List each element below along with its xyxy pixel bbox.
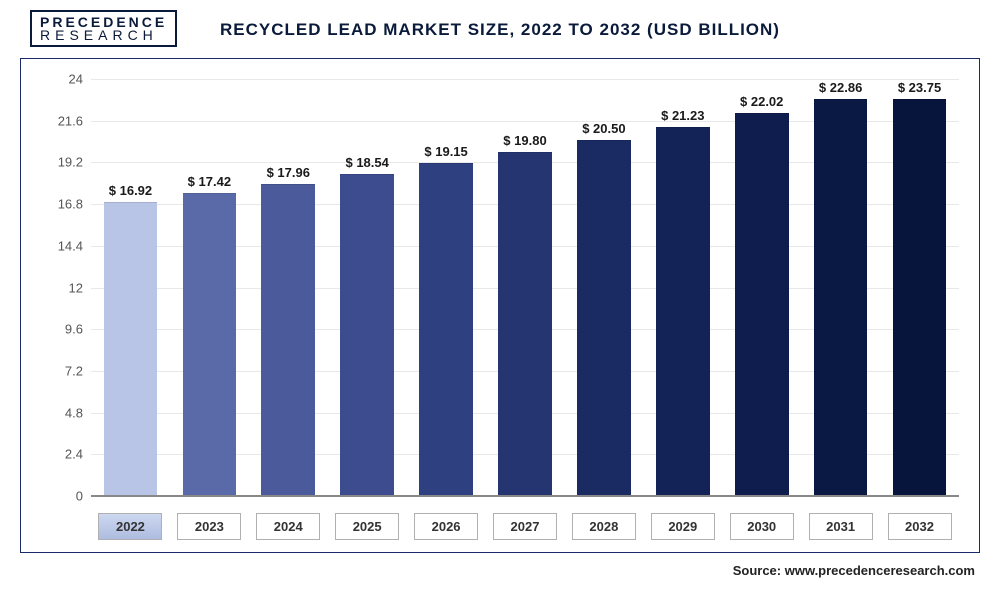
bar-rect: [419, 163, 473, 497]
x-label-box: 2024: [249, 513, 328, 540]
x-axis-year-label: 2024: [256, 513, 320, 540]
x-label-box: 2031: [801, 513, 880, 540]
y-tick-label: 24: [69, 72, 91, 87]
x-axis-year-label: 2023: [177, 513, 241, 540]
bar-value-label: $ 18.54: [345, 155, 388, 170]
bar-column: $ 19.15: [407, 80, 486, 497]
bar-rect: [498, 152, 552, 497]
x-label-box: 2026: [407, 513, 486, 540]
y-tick-label: 7.2: [65, 363, 91, 378]
bar-value-label: $ 22.02: [740, 94, 783, 109]
x-axis-year-label: 2027: [493, 513, 557, 540]
x-label-box: 2032: [880, 513, 959, 540]
y-tick-label: 2.4: [65, 447, 91, 462]
bar-rect: [104, 202, 158, 497]
x-label-box: 2028: [564, 513, 643, 540]
bar-value-label: $ 17.96: [267, 165, 310, 180]
x-axis-year-label: 2030: [730, 513, 794, 540]
source-attribution: Source: www.precedenceresearch.com: [733, 563, 975, 578]
x-axis-year-label: 2025: [335, 513, 399, 540]
y-tick-label: 16.8: [58, 197, 91, 212]
bar-series: $ 16.92 $ 17.42 $ 17.96 $ 18.54 $ 19.15 $ 19.…: [91, 80, 959, 497]
bar-column: $ 21.23: [643, 80, 722, 497]
x-label-box: 2022: [91, 513, 170, 540]
bar-rect: [893, 99, 947, 497]
bar-rect: [735, 113, 789, 497]
bar-value-label: $ 16.92: [109, 183, 152, 198]
x-axis-year-label: 2028: [572, 513, 636, 540]
bar-column: $ 19.80: [486, 80, 565, 497]
bar-value-label: $ 17.42: [188, 174, 231, 189]
chart-frame: 0 2.4 4.8 7.2 9.6 12 14.4 16.8 19.2 21.6 24 $ 16.9…: [20, 58, 980, 553]
x-axis-year-label: 2031: [809, 513, 873, 540]
x-label-box: 2027: [486, 513, 565, 540]
bar-value-label: $ 21.23: [661, 108, 704, 123]
bar-column: $ 17.96: [249, 80, 328, 497]
bar-value-label: $ 22.86: [819, 80, 862, 95]
bar-rect: [577, 140, 631, 497]
chart-container: PRECEDENCE RESEARCH RECYCLED LEAD MARKET…: [0, 0, 1000, 592]
bar-column: $ 17.42: [170, 80, 249, 497]
x-label-box: 2023: [170, 513, 249, 540]
bar-column: $ 23.75: [880, 80, 959, 497]
y-tick-label: 19.2: [58, 155, 91, 170]
y-tick-label: 0: [76, 489, 91, 504]
x-axis-labels: 2022 2023 2024 2025 2026 2027 2028 2029 2030 2031…: [91, 513, 959, 540]
x-axis-year-label: 2032: [888, 513, 952, 540]
bar-value-label: $ 20.50: [582, 121, 625, 136]
bar-rect: [183, 193, 237, 497]
y-tick-label: 12: [69, 280, 91, 295]
bar-column: $ 20.50: [564, 80, 643, 497]
bar-rect: [340, 174, 394, 497]
y-tick-label: 4.8: [65, 405, 91, 420]
y-tick-label: 21.6: [58, 113, 91, 128]
bar-column: $ 18.54: [328, 80, 407, 497]
bar-value-label: $ 19.80: [503, 133, 546, 148]
bar-column: $ 22.86: [801, 80, 880, 497]
bar-column: $ 22.02: [722, 80, 801, 497]
bar-rect: [656, 127, 710, 497]
bar-column: $ 16.92: [91, 80, 170, 497]
y-tick-label: 14.4: [58, 238, 91, 253]
bar-rect: [261, 184, 315, 497]
plot-area: 02.44.87.29.61214.416.819.221.624 $ 16.9…: [91, 79, 959, 497]
x-axis-baseline: [91, 495, 959, 497]
x-label-box: 2030: [722, 513, 801, 540]
chart-title: RECYCLED LEAD MARKET SIZE, 2022 TO 2032 …: [0, 20, 1000, 40]
bar-value-label: $ 19.15: [424, 144, 467, 159]
bar-rect: [814, 99, 868, 497]
x-axis-year-label: 2029: [651, 513, 715, 540]
y-tick-label: 9.6: [65, 322, 91, 337]
x-axis-year-label: 2026: [414, 513, 478, 540]
x-label-box: 2025: [328, 513, 407, 540]
x-label-box: 2029: [643, 513, 722, 540]
x-axis-year-label: 2022: [98, 513, 162, 540]
bar-value-label: $ 23.75: [898, 80, 941, 95]
